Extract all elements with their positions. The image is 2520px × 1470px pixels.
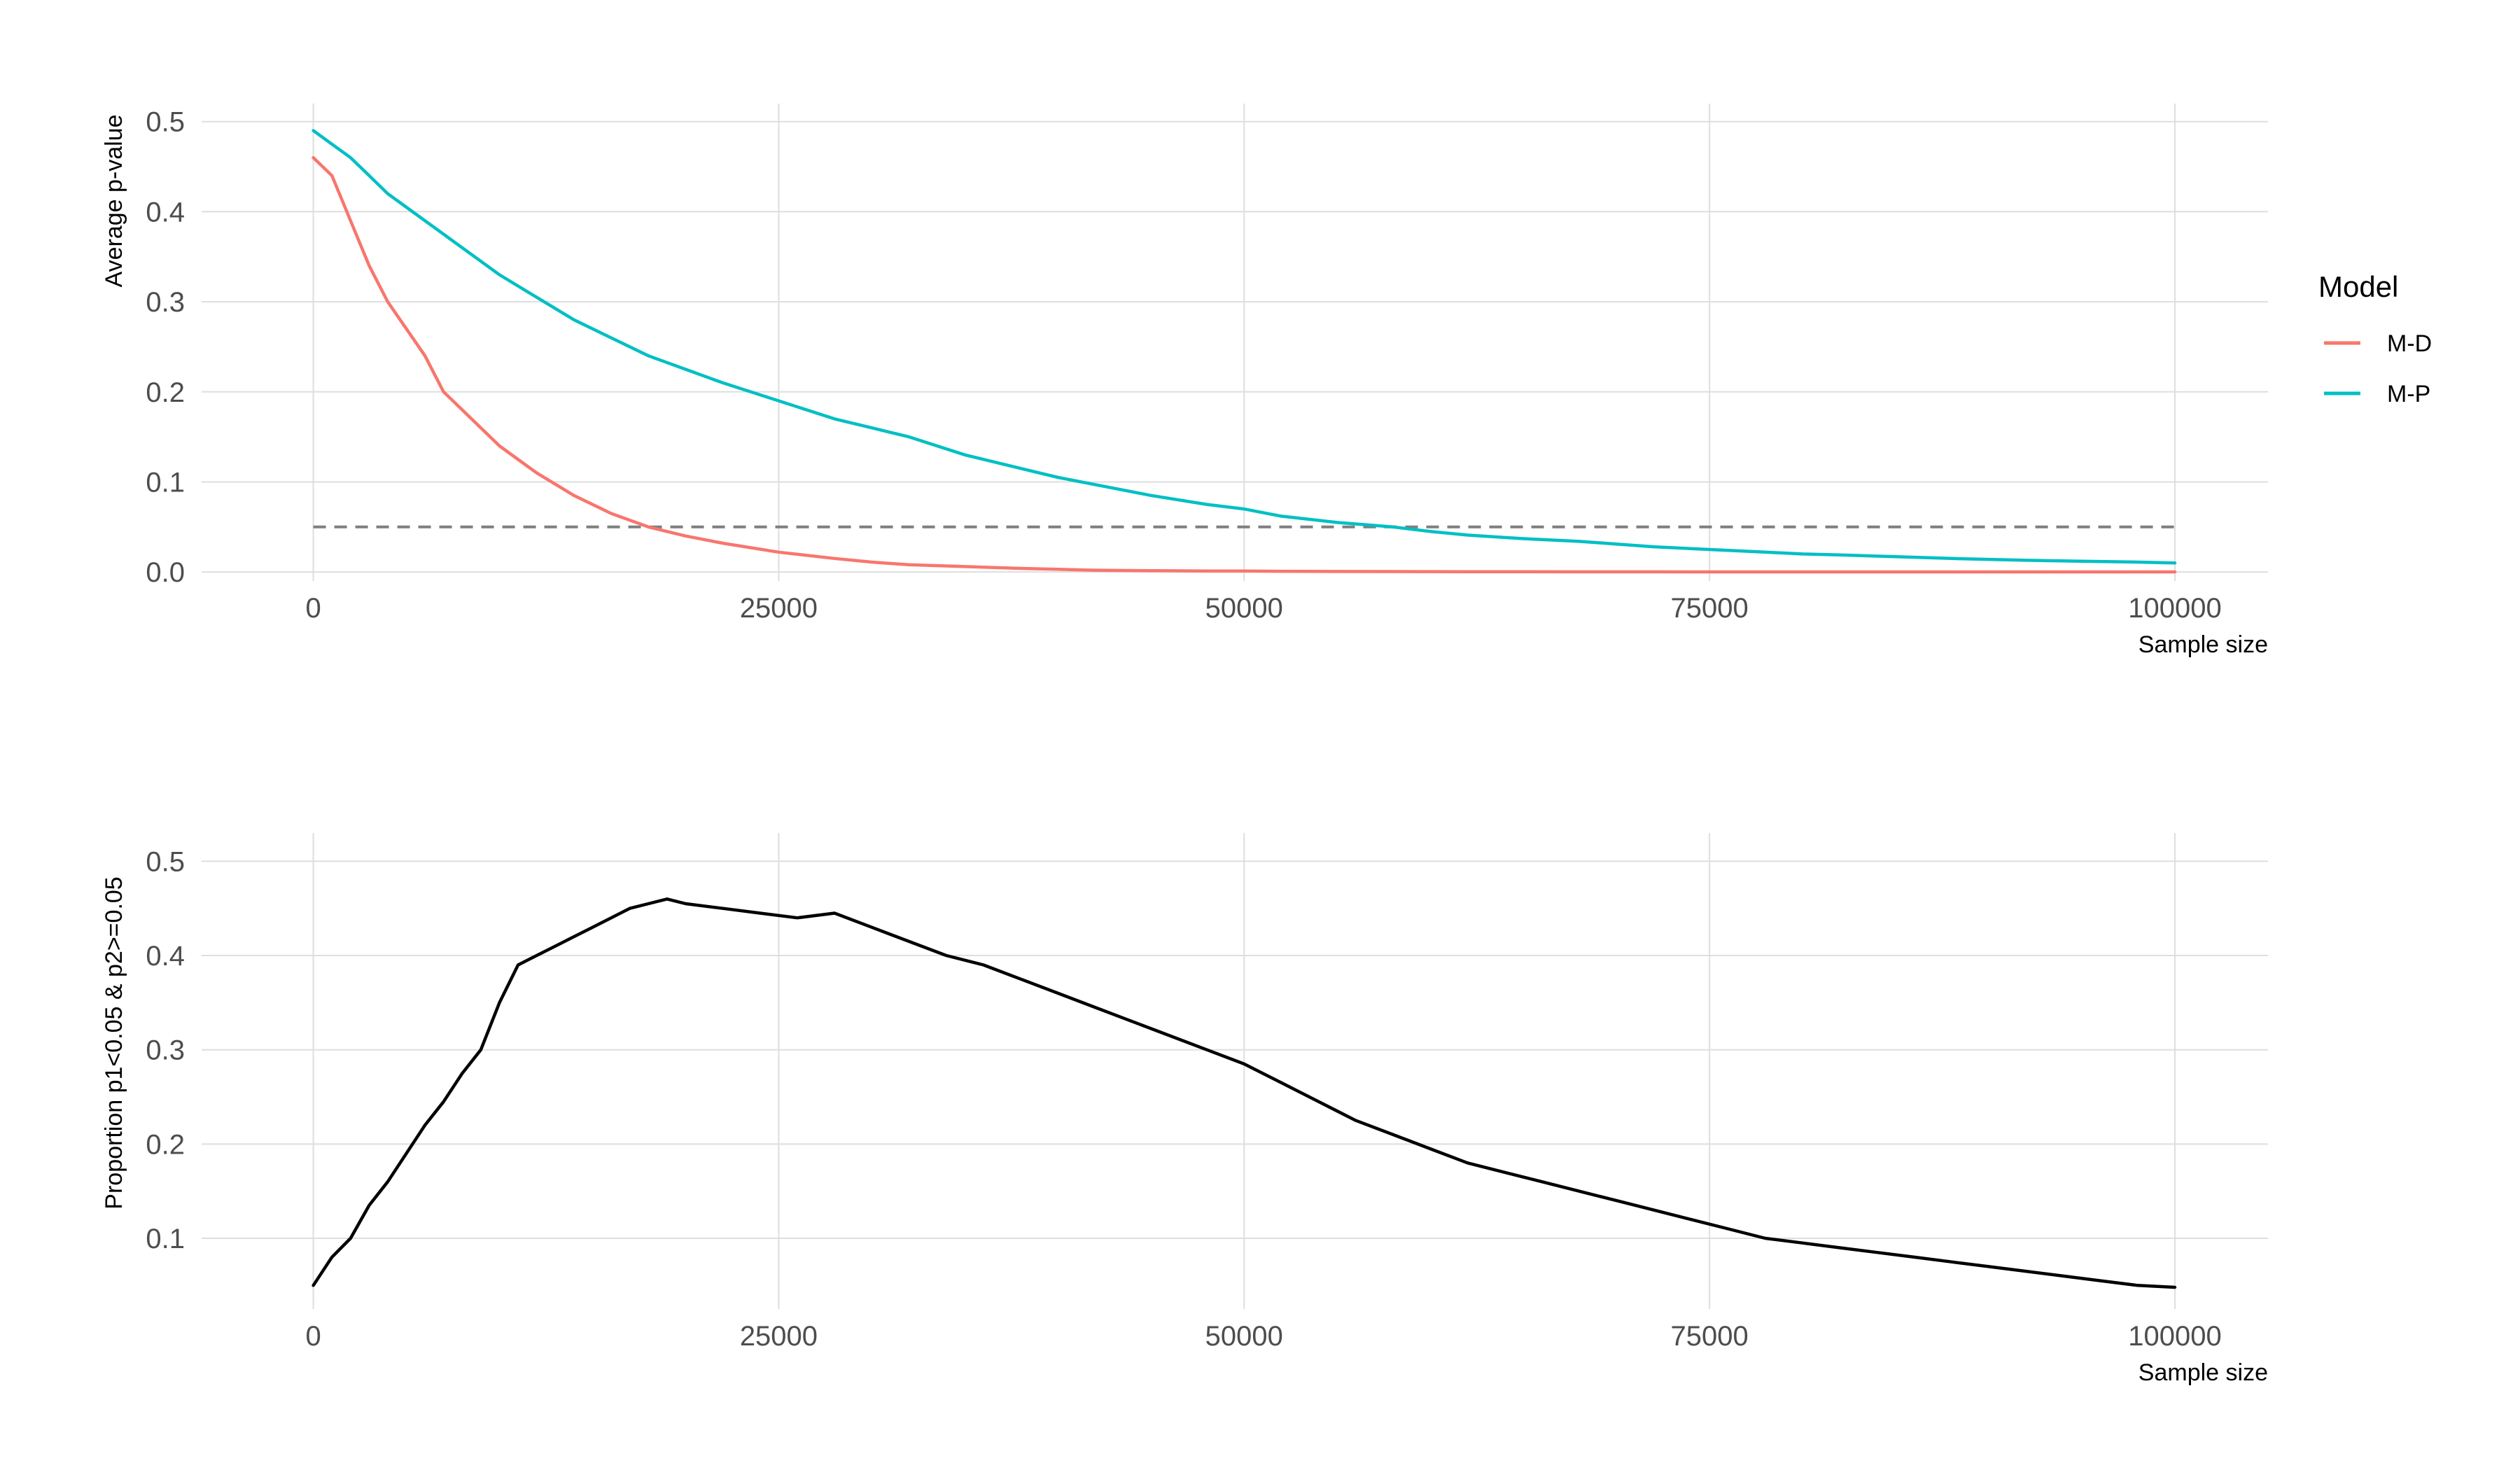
proportion-chart: 0 25000 50000 75000 100000 0.1 0.2 0.3 0.4 0.5 S… xyxy=(101,833,2268,1386)
legend-label-m-d: M-D xyxy=(2387,330,2432,357)
proportion-y-tick-label-0: 0.1 xyxy=(146,1224,185,1254)
p-value-series-lines xyxy=(312,129,2177,574)
proportion-y-axis-label: Proportion p1<0.05 & p2>=0.05 xyxy=(101,876,127,1209)
p-value-y-tick-label-3: 0.3 xyxy=(146,287,185,318)
p-value-x-tick-label-3: 75000 xyxy=(1671,593,1749,624)
legend-label-m-p: M-P xyxy=(2387,381,2430,407)
p-value-x-tick-label-4: 100000 xyxy=(2128,593,2221,624)
proportion-y-tick-label-3: 0.4 xyxy=(146,941,185,972)
p-value-series-m-p xyxy=(312,129,2177,565)
proportion-x-tick-label-2: 50000 xyxy=(1205,1321,1283,1352)
proportion-y-tick-label-4: 0.5 xyxy=(146,846,185,877)
proportion-x-tick-label-0: 0 xyxy=(305,1321,321,1352)
p-value-x-tick-label-0: 0 xyxy=(305,593,321,624)
p-value-y-tick-label-1: 0.1 xyxy=(146,467,185,498)
proportion-x-tick-label-1: 25000 xyxy=(740,1321,818,1352)
proportion-series-line xyxy=(312,897,2177,1289)
proportion-y-tick-label-1: 0.2 xyxy=(146,1129,185,1160)
p-value-y-tick-label-0: 0.0 xyxy=(146,557,185,588)
proportion-gridlines xyxy=(202,833,2268,1309)
proportion-x-tick-label-4: 100000 xyxy=(2128,1321,2221,1352)
proportion-y-tick-label-2: 0.3 xyxy=(146,1035,185,1066)
p-value-x-tick-label-1: 25000 xyxy=(740,593,818,624)
proportion-x-tick-labels: 0 25000 50000 75000 100000 xyxy=(305,1321,2221,1352)
p-value-chart: 0 25000 50000 75000 100000 0.00.10.20.30.40.… xyxy=(101,104,2268,658)
legend: Model M-D M-P xyxy=(2318,270,2432,407)
proportion-y-tick-labels: 0.1 0.2 0.3 0.4 0.5 xyxy=(146,846,185,1254)
p-value-series-m-d xyxy=(312,155,2177,574)
p-value-y-tick-labels: 0.0 0.1 0.2 0.3 0.4 0.5 xyxy=(146,107,185,588)
proportion-series-line xyxy=(312,897,2177,1289)
p-value-y-tick-label-5: 0.5 xyxy=(146,107,185,138)
p-value-y-axis-label: Average p-value xyxy=(101,115,127,288)
p-value-y-tick-label-4: 0.4 xyxy=(146,197,185,227)
p-value-x-tick-labels: 0 25000 50000 75000 100000 xyxy=(305,593,2221,624)
p-value-x-axis-label: Sample size xyxy=(2138,631,2268,658)
p-value-x-tick-label-2: 50000 xyxy=(1205,593,1283,624)
proportion-x-tick-label-3: 75000 xyxy=(1671,1321,1749,1352)
p-value-y-tick-label-2: 0.2 xyxy=(146,377,185,408)
proportion-x-axis-label: Sample size xyxy=(2138,1359,2268,1386)
legend-title: Model xyxy=(2318,270,2398,303)
